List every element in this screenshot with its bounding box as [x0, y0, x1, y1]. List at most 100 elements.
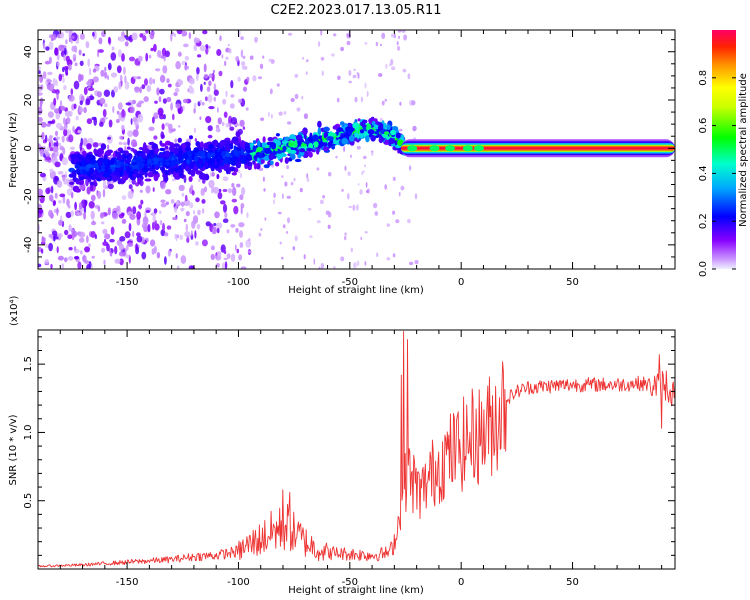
heatmap-ridge-cell [163, 175, 169, 182]
heatmap-noise-cell [372, 202, 378, 209]
heatmap-noise-cell [141, 222, 148, 229]
heatmap-ridge-cell [108, 161, 114, 166]
heatmap-ridge-cell [98, 172, 103, 176]
heatmap-noise-cell [392, 253, 396, 258]
heatmap-noise-cell [53, 97, 57, 106]
heatmap-noise-cell [70, 210, 75, 217]
heatmap-noise-cell [230, 94, 235, 98]
heatmap-noise-cell [184, 231, 191, 237]
heatmap-noise-cell [183, 218, 187, 223]
heatmap-ridge-cell [371, 120, 376, 126]
heatmap-noise-cell [99, 97, 106, 105]
heatmap-noise-cell [45, 156, 52, 161]
heatmap-noise-cell [400, 185, 405, 191]
heatmap-noise-cell [205, 221, 211, 227]
heatmap-noise-cell [364, 231, 368, 234]
heatmap-noise-cell [273, 199, 276, 205]
heatmap-ridge-cell [258, 152, 263, 159]
heatmap-noise-cell [173, 206, 178, 213]
heatmap-noise-cell [227, 188, 233, 194]
heatmap-noise-cell [320, 262, 324, 269]
heatmap-noise-cell [182, 33, 185, 37]
heatmap-ridge-cell [203, 142, 208, 150]
heatmap-ridge-cell [165, 161, 171, 166]
heatmap-noise-cell [170, 199, 175, 204]
heatmap-noise-cell [145, 185, 151, 194]
heatmap-noise-cell [72, 125, 75, 133]
heatmap-ridge-cell [303, 133, 307, 140]
heatmap-noise-cell [64, 170, 67, 179]
heatmap-noise-cell [38, 116, 43, 123]
heatmap-noise-cell [38, 92, 43, 96]
heatmap-noise-cell [159, 219, 163, 226]
heatmap-noise-cell [287, 121, 292, 125]
heatmap-noise-cell [177, 265, 180, 269]
heatmap-ridge-cell [179, 159, 184, 163]
heatmap-noise-cell [121, 195, 127, 201]
heatmap-noise-cell [245, 239, 252, 248]
heatmap-noise-cell [216, 49, 222, 56]
heatmap-ridge-cell [268, 153, 275, 160]
heatmap-ridge-cell [117, 155, 124, 161]
heatmap-noise-cell [197, 54, 202, 58]
heatmap-noise-cell [162, 65, 168, 74]
heatmap-noise-cell [110, 52, 117, 61]
heatmap-ridge-cell [177, 137, 182, 143]
heatmap-noise-cell [196, 73, 199, 81]
heatmap-ridge-cell [199, 141, 204, 148]
heatmap-line-blip [445, 145, 455, 152]
y-tick-label: 1.5 [23, 356, 34, 372]
heatmap-ridge-cell [245, 142, 250, 149]
heatmap-noise-cell [107, 136, 111, 140]
heatmap-noise-cell [116, 210, 122, 215]
heatmap-ridge-cell [210, 166, 215, 172]
heatmap-noise-cell [160, 181, 166, 190]
heatmap-noise-cell [59, 100, 63, 107]
heatmap-noise-cell [153, 43, 157, 52]
snr-ticks: -150 -100 -50 0 50 0.5 1.0 1.5 [23, 330, 675, 588]
heatmap-noise-cell [132, 142, 138, 147]
heatmap-noise-cell [41, 131, 45, 139]
heatmap-noise-cell [199, 116, 202, 120]
heatmap-noise-cell [44, 60, 51, 65]
heatmap-noise-cell [116, 65, 122, 74]
heatmap-noise-cell [191, 190, 195, 196]
heatmap-noise-cell [226, 229, 230, 234]
heatmap-noise-cell [230, 224, 236, 228]
heatmap-noise-cell [376, 252, 379, 258]
heatmap-ridge-cell [295, 134, 303, 141]
heatmap-ridge-cell [152, 169, 156, 174]
heatmap-noise-cell [221, 54, 224, 59]
heatmap-noise-cell [61, 157, 68, 166]
heatmap-noise-cell [166, 78, 170, 84]
x-tick-label: -50 [342, 277, 358, 288]
heatmap-ridge-cell [253, 162, 257, 170]
heatmap-noise-cell [193, 127, 196, 133]
heatmap-noise-cell [208, 73, 213, 78]
heatmap-noise-cell [303, 113, 308, 120]
heatmap-noise-cell [54, 47, 59, 56]
heatmap-noise-cell [124, 75, 127, 84]
heatmap-ridge-cell [367, 129, 375, 135]
heatmap-noise-cell [210, 253, 215, 260]
heatmap-ridge-cell [386, 124, 391, 130]
heatmap-noise-cell [246, 212, 249, 219]
heatmap-noise-cell [66, 117, 71, 125]
heatmap-noise-cell [74, 256, 79, 260]
heatmap-noise-cell [322, 195, 325, 199]
heatmap-ridge-cell [300, 143, 307, 147]
heatmap-noise-cell [59, 31, 65, 39]
heatmap-noise-cell [343, 146, 346, 152]
heatmap-noise-cell [397, 30, 402, 33]
heatmap-ridge-cell [229, 166, 236, 172]
heatmap-noise-cell [116, 110, 120, 115]
heatmap-noise-cell [97, 191, 102, 200]
heatmap-noise-cell [48, 194, 54, 202]
heatmap-noise-cell [195, 197, 200, 203]
heatmap-noise-cell [59, 145, 65, 151]
heatmap-ridge-cell [323, 131, 328, 139]
heatmap-noise-cell [40, 121, 47, 128]
heatmap-ridge-cell [97, 159, 104, 167]
heatmap-noise-cell [136, 76, 141, 80]
heatmap-noise-cell [75, 115, 79, 121]
